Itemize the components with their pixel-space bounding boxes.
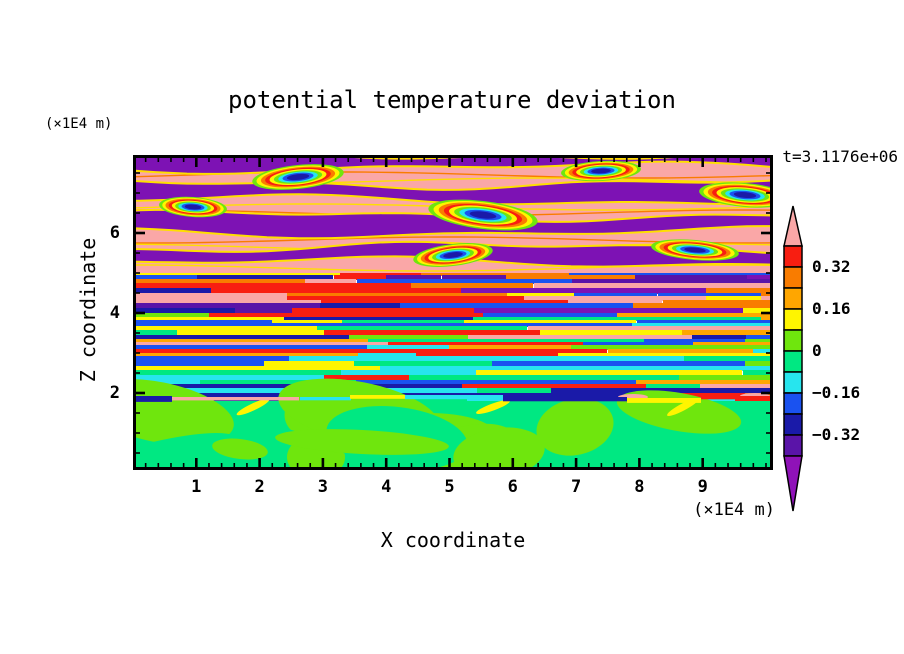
colorbar-segment (783, 434, 803, 457)
colorbar-segment (783, 287, 803, 310)
colorbar-segment (783, 245, 803, 268)
colorbar-above-arrow (783, 205, 803, 247)
colorbar-below-arrow (783, 455, 803, 512)
colorbar-segment (783, 413, 803, 436)
colorbar (783, 205, 803, 512)
contour-plot (133, 155, 773, 470)
colorbar-segment (783, 392, 803, 415)
x-tick-label: 4 (381, 477, 392, 497)
x-tick-label: 7 (570, 477, 582, 497)
x-axis-label: X coordinate (380, 528, 526, 552)
colorbar-tick-label: 0.16 (812, 299, 851, 318)
x-tick-label: 1 (191, 477, 202, 497)
plot-title: potential temperature deviation (228, 86, 676, 114)
colorbar-segment (783, 350, 803, 373)
time-label: t=3.1176e+06 (782, 147, 898, 166)
y-tick-label: 6 (109, 223, 120, 243)
x-tick-label: 6 (507, 477, 518, 497)
x-axis-unit: (×1E4 m) (693, 500, 775, 520)
colorbar-segment (783, 329, 803, 352)
x-tick-label: 8 (634, 477, 645, 497)
contour-field (133, 155, 773, 470)
y-axis-unit: (×1E4 m) (45, 116, 113, 132)
x-tick-label: 3 (317, 477, 329, 497)
y-tick-label: 4 (109, 303, 120, 323)
colorbar-tick-label: −0.32 (812, 425, 861, 444)
colorbar-segment (783, 266, 803, 289)
x-tick-label: 5 (444, 477, 455, 497)
y-tick-label: 2 (109, 383, 120, 403)
plot-axes (133, 155, 773, 470)
colorbar-segment (783, 308, 803, 331)
x-tick-label: 2 (254, 477, 265, 497)
plot-frame (133, 155, 773, 470)
colorbar-tick-label: −0.16 (812, 383, 861, 402)
colorbar-segment (783, 371, 803, 394)
x-tick-label: 9 (697, 477, 708, 497)
colorbar-tick-label: 0.32 (812, 257, 851, 276)
colorbar-tick-label: 0 (812, 341, 822, 360)
